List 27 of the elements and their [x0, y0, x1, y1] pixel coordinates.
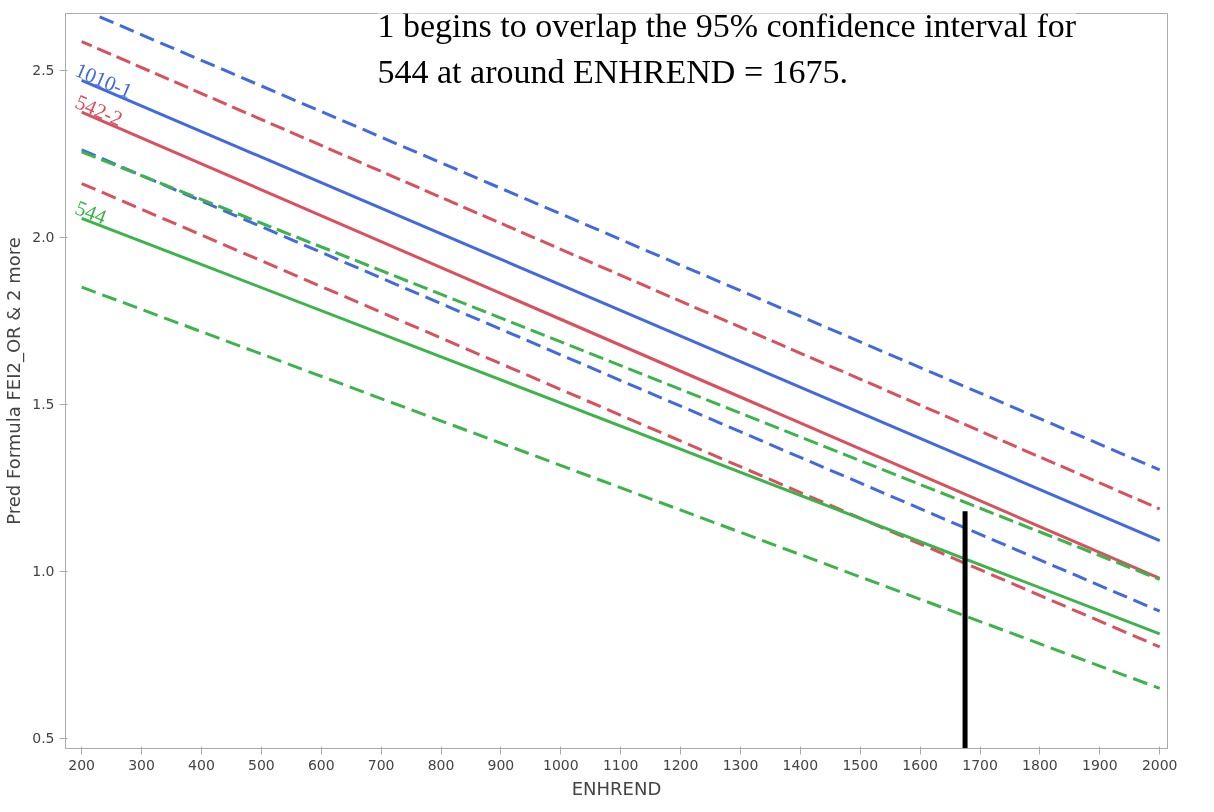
x-axis-title: ENHREND	[571, 777, 662, 799]
x-tick-label: 1000	[542, 756, 579, 773]
x-tick-label: 800	[427, 756, 455, 773]
y-tick-label: 1.0	[32, 563, 55, 580]
x-tick-label: 1600	[902, 756, 938, 773]
x-tick-label: 1300	[722, 756, 759, 773]
x-tick-label: 1700	[962, 756, 998, 773]
x-tick-label: 400	[188, 756, 215, 773]
x-tick-label: 600	[307, 756, 335, 773]
x-tick-label: 1400	[782, 756, 819, 773]
y-tick-label: 2.5	[32, 62, 55, 79]
x-tick-label: 200	[68, 756, 96, 773]
x-tick-label: 900	[487, 756, 515, 773]
x-tick-label: 1100	[602, 756, 639, 773]
text: 544	[71, 195, 111, 230]
x-tick-label: 1500	[842, 756, 879, 773]
x-tick-label: 300	[128, 756, 155, 773]
y-tick-label: 0.5	[32, 730, 55, 747]
y-axis-title: Pred Formula FEI2_OR & 2 more	[3, 237, 26, 525]
y-tick-label: 1.5	[32, 396, 55, 413]
x-tick-label: 1900	[1082, 756, 1118, 773]
x-tick-label: 2000	[1141, 756, 1178, 773]
y-tick-label: 2.0	[32, 229, 55, 246]
x-tick-label: 1800	[1022, 756, 1058, 773]
x-tick-label: 500	[247, 756, 275, 773]
x-tick-label: 700	[367, 756, 395, 773]
x-tick-label: 1200	[662, 756, 699, 773]
